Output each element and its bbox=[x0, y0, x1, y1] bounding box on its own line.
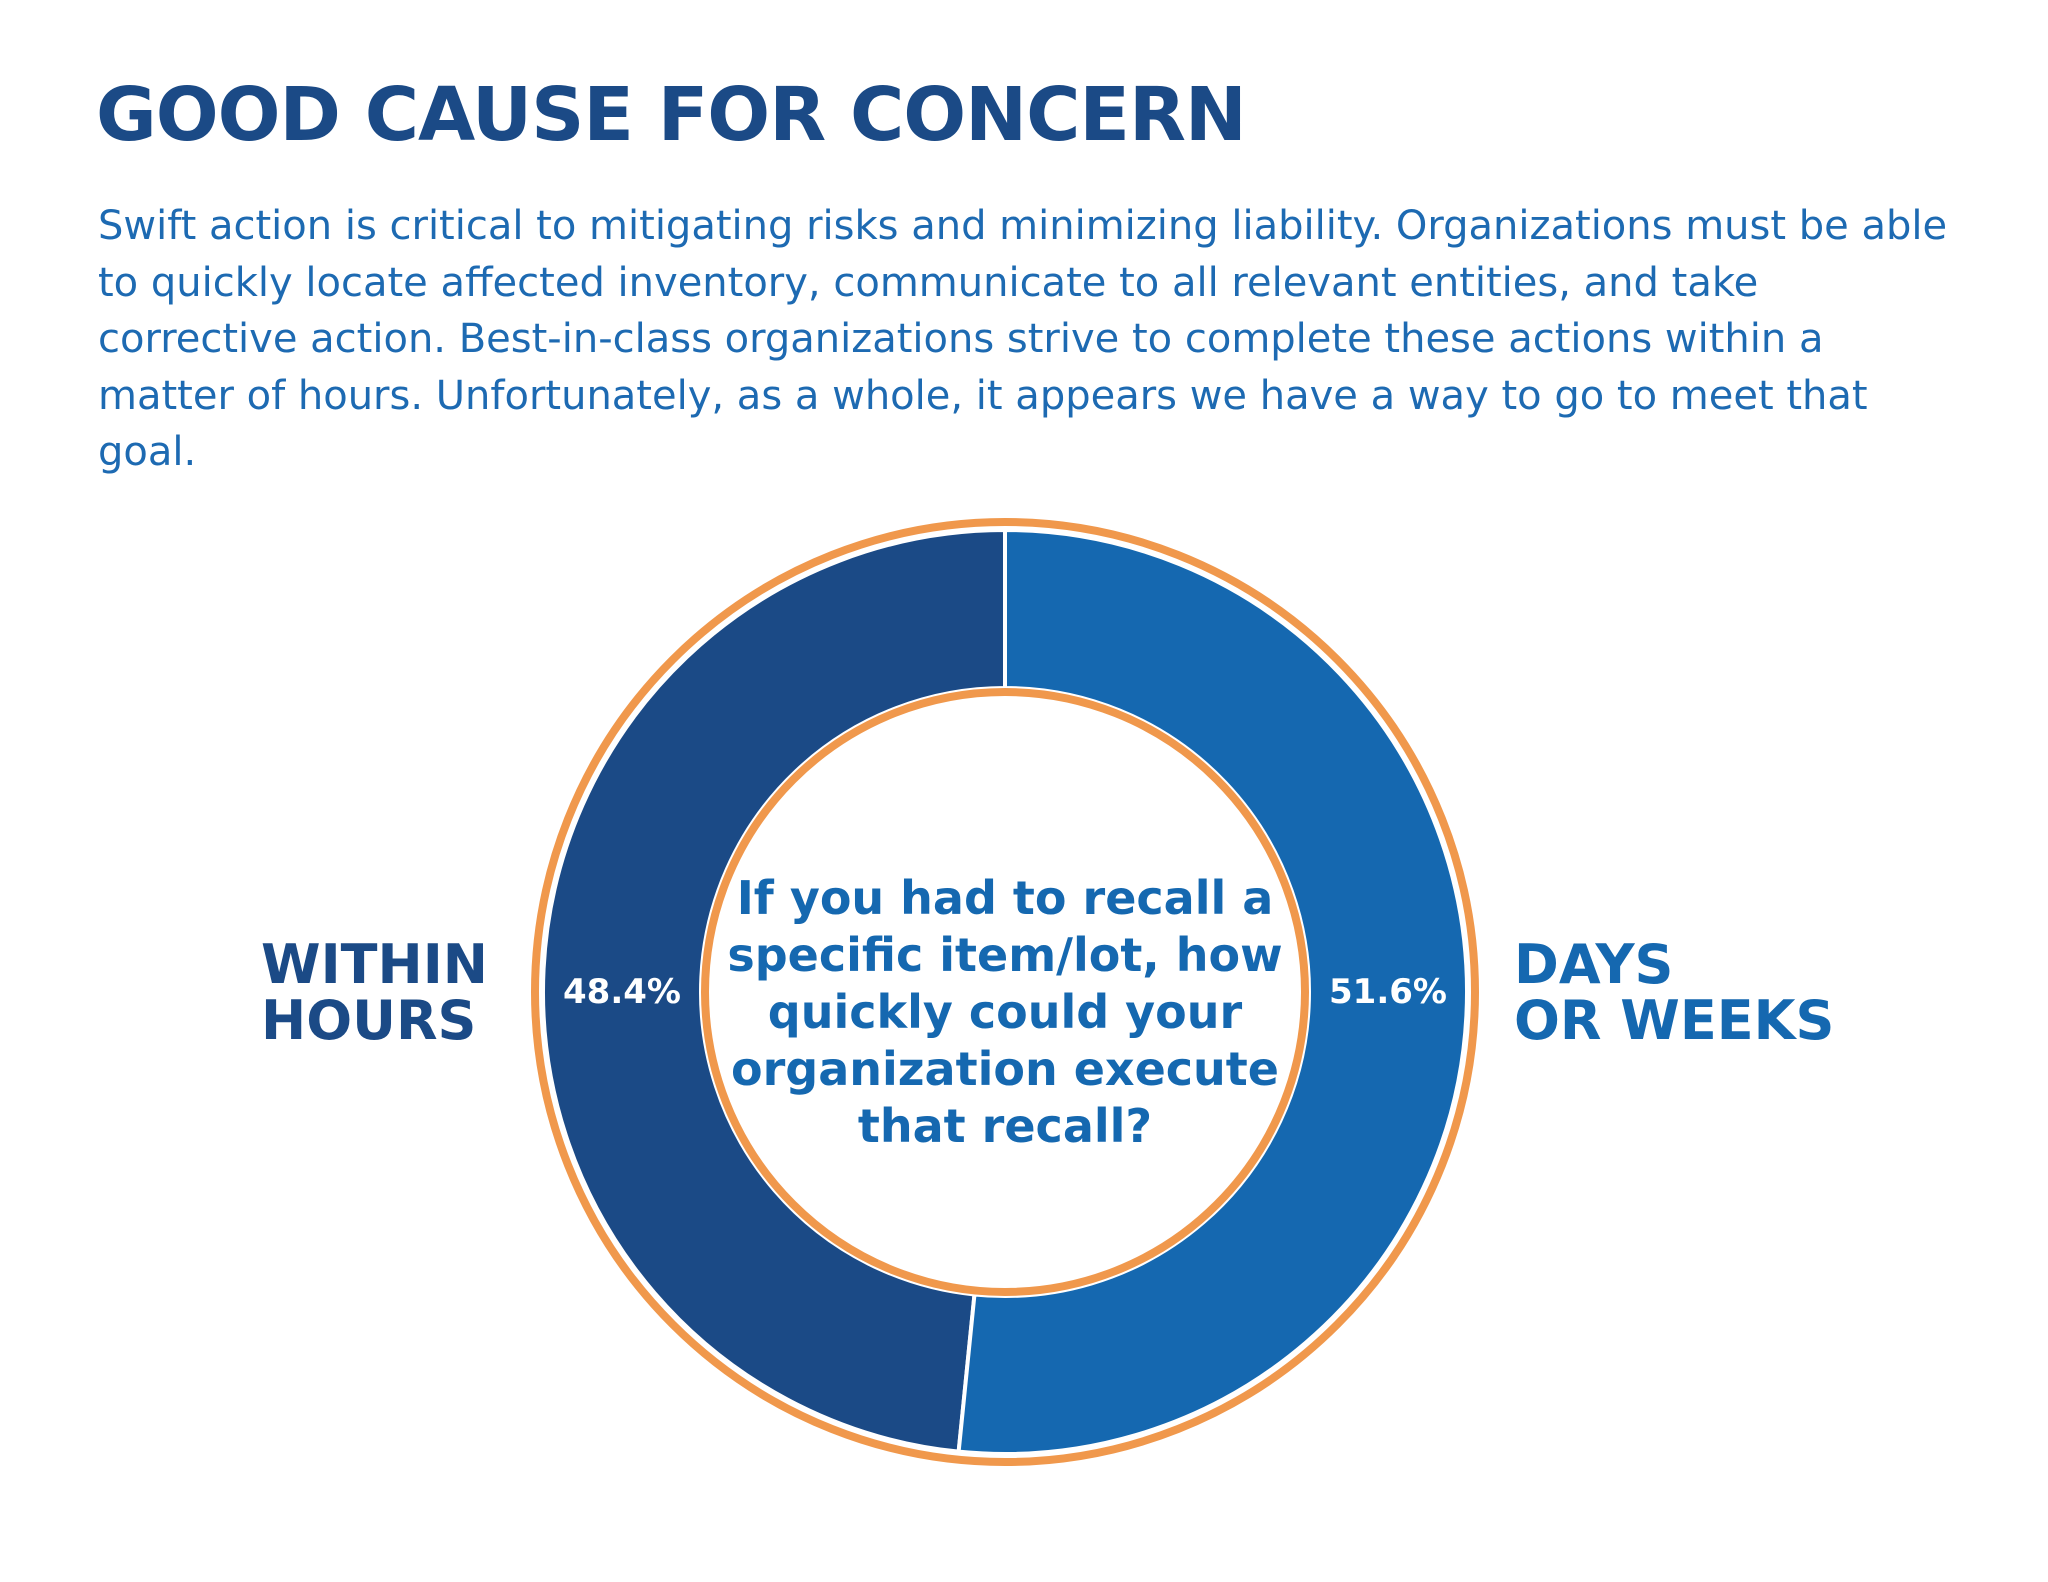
legend-label-within-hours-line2: HOURS bbox=[261, 989, 477, 1052]
inner-ring-outline bbox=[701, 688, 1309, 1296]
legend-label-days-or-weeks-line2: OR WEEKS bbox=[1514, 989, 1835, 1052]
value-label-days-or-weeks: 51.6% bbox=[1329, 972, 1447, 1012]
legend-label-within-hours-line1: WITHIN bbox=[261, 933, 488, 996]
legend-label-days-or-weeks: DAYS OR WEEKS bbox=[1514, 937, 1834, 1049]
legend-label-within-hours: WITHIN HOURS bbox=[261, 937, 488, 1049]
intro-paragraph: Swift action is critical to mitigating r… bbox=[98, 203, 1948, 475]
value-label-within-hours: 48.4% bbox=[563, 972, 681, 1012]
survey-question: If you had to recall a specific item/lot… bbox=[727, 871, 1283, 1153]
legend-label-days-or-weeks-line1: DAYS bbox=[1514, 933, 1674, 996]
page-title: GOOD CAUSE FOR CONCERN bbox=[96, 72, 1247, 158]
